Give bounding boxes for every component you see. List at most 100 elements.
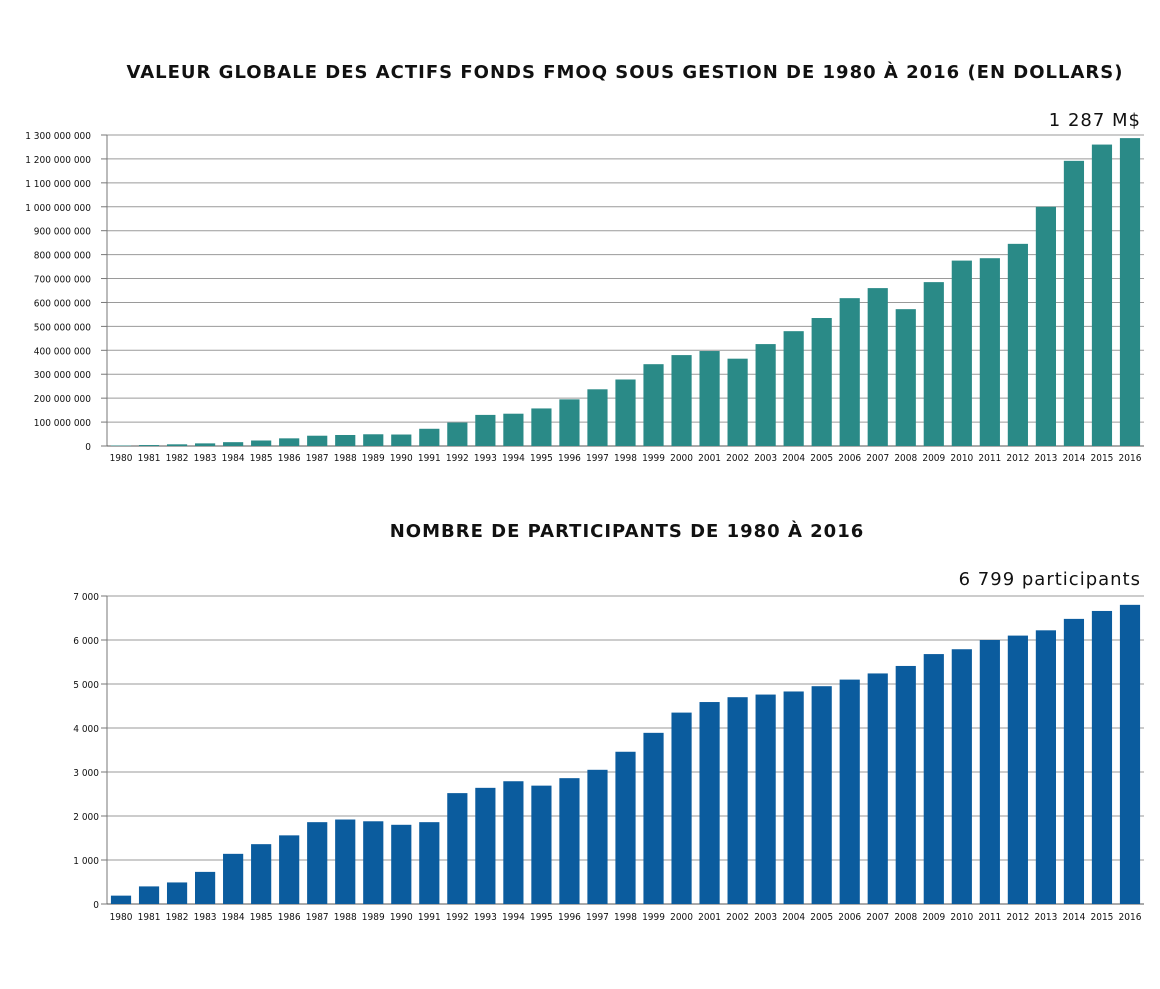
x-tick-label: 1993 — [474, 453, 497, 464]
bar-1986 — [279, 835, 300, 904]
x-tick-label: 1996 — [558, 912, 581, 923]
bar-2016 — [1119, 138, 1141, 447]
bar-2004 — [783, 691, 804, 904]
x-tick-label: 2003 — [754, 912, 777, 923]
bar-2014 — [1063, 160, 1085, 447]
x-tick-label: 2001 — [698, 912, 721, 923]
bar-1994 — [503, 781, 524, 904]
bar-2005 — [811, 686, 832, 904]
bar-2009 — [923, 282, 944, 446]
x-tick-label: 1988 — [334, 453, 357, 464]
bar-1990 — [391, 434, 412, 446]
x-tick-label: 2000 — [670, 912, 693, 923]
bar-1992 — [447, 793, 468, 904]
bar-1991 — [419, 822, 440, 904]
y-tick-label: 900 000 000 — [34, 227, 91, 238]
bar-2003 — [755, 344, 776, 446]
x-tick-label: 1986 — [278, 912, 301, 923]
x-tick-label: 1992 — [446, 912, 469, 923]
bar-1983 — [195, 871, 216, 904]
bar-2016 — [1119, 604, 1141, 904]
x-tick-label: 1989 — [362, 912, 385, 923]
x-tick-label: 1980 — [110, 912, 133, 923]
x-tick-label: 2006 — [838, 453, 861, 464]
x-tick-label: 1993 — [474, 912, 497, 923]
x-tick-label: 1995 — [530, 912, 553, 923]
x-tick-label: 2011 — [978, 912, 1001, 923]
bar-2006 — [839, 298, 860, 446]
bar-1988 — [335, 819, 356, 904]
bar-2015 — [1091, 144, 1113, 447]
x-tick-label: 2002 — [726, 912, 749, 923]
x-tick-label: 2004 — [782, 912, 805, 923]
x-tick-label: 1982 — [166, 912, 189, 923]
x-tick-label: 1990 — [390, 453, 413, 464]
x-tick-label: 2009 — [922, 453, 945, 464]
x-tick-label: 1999 — [642, 453, 665, 464]
y-tick-label: 0 — [93, 900, 99, 911]
chart-annotation: 6 799 participants — [959, 569, 1141, 590]
x-tick-label: 2005 — [810, 912, 833, 923]
x-tick-label: 1997 — [586, 912, 609, 923]
x-tick-label: 1983 — [194, 453, 217, 464]
x-tick-label: 2016 — [1119, 453, 1142, 464]
x-tick-label: 2009 — [922, 912, 945, 923]
x-tick-label: 1997 — [586, 453, 609, 464]
bar-1995 — [531, 408, 552, 446]
bar-1992 — [447, 422, 468, 446]
chart-1: 0 100 000 000 200 000 000 300 000 000 400 00… — [25, 110, 1144, 464]
bar-2002 — [727, 697, 748, 904]
x-tick-label: 2014 — [1062, 912, 1085, 923]
bar-2015 — [1091, 610, 1113, 904]
y-tick-label: 1 300 000 000 — [25, 131, 91, 142]
x-tick-label: 1984 — [222, 912, 245, 923]
y-tick-label: 4 000 — [73, 724, 99, 735]
x-tick-label: 1981 — [138, 912, 161, 923]
y-tick-label: 1 100 000 000 — [25, 179, 91, 190]
bar-2001 — [699, 351, 720, 446]
x-tick-label: 2014 — [1062, 453, 1085, 464]
bar-1999 — [643, 732, 664, 904]
bar-1988 — [335, 434, 356, 446]
bar-1982 — [166, 882, 188, 904]
bar-2011 — [979, 258, 1000, 446]
x-tick-label: 1994 — [502, 912, 525, 923]
bar-1989 — [363, 821, 384, 904]
bar-2001 — [699, 702, 720, 904]
bar-1998 — [615, 379, 636, 446]
bar-2012 — [1007, 243, 1028, 446]
x-tick-label: 2012 — [1006, 912, 1029, 923]
x-tick-label: 2010 — [950, 912, 973, 923]
bar-2010 — [951, 260, 972, 446]
y-tick-label: 800 000 000 — [34, 251, 91, 262]
y-tick-label: 3 000 — [73, 768, 99, 779]
x-tick-label: 2002 — [726, 453, 749, 464]
bar-1987 — [307, 435, 328, 446]
bar-1984 — [223, 442, 244, 446]
chart-2-title: NOMBRE DE PARTICIPANTS DE 1980 À 2016 — [389, 521, 865, 542]
bar-1981 — [138, 886, 160, 904]
bar-1997 — [587, 389, 608, 446]
x-tick-label: 2000 — [670, 453, 693, 464]
bar-1990 — [391, 824, 412, 904]
x-tick-label: 1984 — [222, 453, 245, 464]
bar-1989 — [363, 434, 384, 446]
x-tick-label: 1992 — [446, 453, 469, 464]
x-tick-label: 2013 — [1034, 912, 1057, 923]
bar-1993 — [475, 787, 496, 904]
bar-1999 — [643, 364, 664, 446]
y-tick-label: 2 000 — [73, 812, 99, 823]
bar-1998 — [615, 751, 636, 904]
x-tick-label: 2006 — [838, 912, 861, 923]
x-tick-label: 1998 — [614, 912, 637, 923]
y-tick-label: 500 000 000 — [34, 322, 91, 333]
x-tick-label: 2015 — [1091, 912, 1114, 923]
x-tick-label: 2007 — [866, 453, 889, 464]
x-tick-label: 1983 — [194, 912, 217, 923]
bar-2003 — [755, 694, 776, 904]
x-tick-label: 1990 — [390, 912, 413, 923]
bar-2002 — [727, 358, 748, 446]
bar-1994 — [503, 413, 524, 446]
bar-2010 — [951, 649, 972, 904]
bar-1995 — [531, 785, 552, 904]
